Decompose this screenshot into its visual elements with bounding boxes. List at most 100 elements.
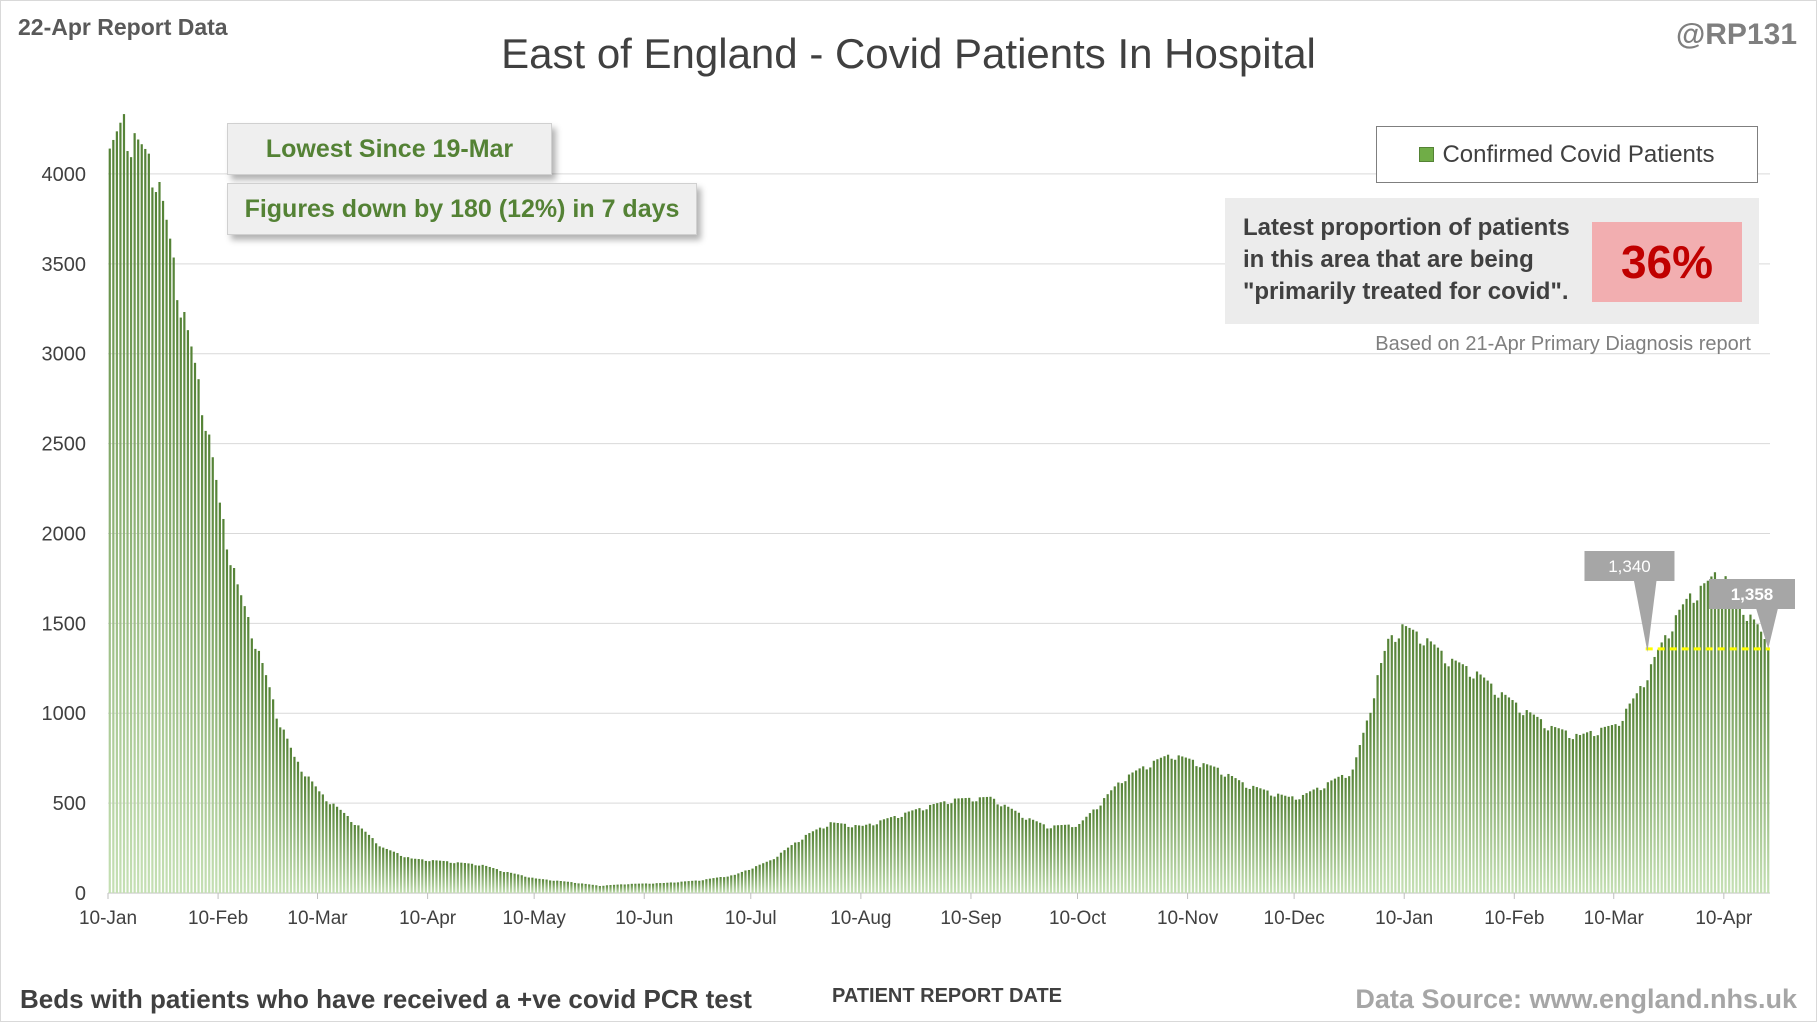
bar bbox=[580, 883, 584, 893]
bar bbox=[531, 877, 534, 893]
bar bbox=[1245, 787, 1248, 893]
bar bbox=[1127, 774, 1131, 893]
bar bbox=[598, 886, 601, 893]
x-tick-label: 10-Feb bbox=[188, 908, 248, 929]
bar bbox=[566, 881, 569, 893]
bar bbox=[861, 825, 864, 893]
bar bbox=[1657, 649, 1660, 893]
bar bbox=[1372, 698, 1376, 893]
bar bbox=[804, 834, 807, 893]
bar bbox=[730, 875, 733, 893]
bar bbox=[1301, 794, 1305, 893]
bar bbox=[424, 860, 427, 893]
bar bbox=[339, 809, 342, 893]
value-callout: 1,358 bbox=[1709, 579, 1795, 649]
bar bbox=[794, 842, 797, 893]
lowest-since-callout: Lowest Since 19-Mar bbox=[227, 123, 552, 175]
x-tick-label: 10-Nov bbox=[1157, 908, 1219, 929]
bar bbox=[1639, 686, 1642, 893]
bar bbox=[1337, 776, 1340, 893]
bar bbox=[1394, 641, 1397, 893]
bar bbox=[662, 883, 665, 893]
bar bbox=[1525, 710, 1528, 893]
bar bbox=[953, 798, 957, 893]
bar bbox=[634, 883, 637, 893]
bar bbox=[751, 868, 754, 893]
y-tick-label: 1500 bbox=[42, 613, 87, 635]
bar bbox=[1742, 614, 1745, 893]
bar bbox=[854, 825, 857, 893]
bar bbox=[382, 847, 385, 893]
bar bbox=[328, 804, 332, 893]
bar bbox=[1103, 798, 1106, 893]
bar bbox=[1454, 660, 1457, 893]
bar bbox=[229, 565, 232, 893]
bar bbox=[215, 479, 218, 893]
bar bbox=[1536, 716, 1539, 893]
bar bbox=[446, 861, 449, 893]
bar bbox=[911, 810, 914, 893]
value-callout-box bbox=[1584, 551, 1675, 581]
bar bbox=[1198, 767, 1202, 893]
bar bbox=[247, 617, 250, 893]
bar bbox=[939, 802, 942, 893]
bar bbox=[193, 362, 197, 894]
bar bbox=[978, 797, 981, 893]
chart-legend: Confirmed Covid Patients bbox=[1376, 126, 1758, 183]
bar bbox=[886, 818, 889, 893]
bar bbox=[303, 776, 307, 893]
chart-title: East of England - Covid Patients In Hosp… bbox=[501, 30, 1316, 77]
bar bbox=[808, 833, 811, 893]
bar bbox=[1177, 755, 1180, 893]
bar bbox=[488, 866, 491, 893]
bar bbox=[1259, 788, 1262, 893]
bar bbox=[826, 826, 829, 893]
bar bbox=[506, 872, 509, 893]
bar bbox=[541, 879, 545, 893]
bar bbox=[1099, 805, 1102, 893]
bar bbox=[982, 797, 985, 893]
bar bbox=[605, 885, 609, 893]
bar bbox=[1688, 593, 1692, 893]
bar bbox=[1106, 794, 1109, 893]
bar bbox=[1586, 732, 1589, 893]
bar bbox=[946, 804, 949, 893]
bar bbox=[1213, 766, 1216, 893]
bar bbox=[755, 866, 758, 893]
bar bbox=[208, 434, 211, 893]
bar bbox=[513, 873, 516, 893]
bar bbox=[1266, 790, 1269, 893]
bar bbox=[1543, 728, 1546, 893]
bar bbox=[627, 884, 630, 893]
bar bbox=[1603, 726, 1606, 893]
bar bbox=[669, 882, 672, 893]
bar bbox=[1113, 786, 1116, 893]
author-handle: @RP131 bbox=[1676, 18, 1797, 51]
bar bbox=[708, 878, 712, 893]
bar bbox=[403, 857, 406, 893]
bar bbox=[1738, 597, 1741, 893]
bar bbox=[1134, 770, 1138, 893]
bar bbox=[630, 883, 633, 893]
bar bbox=[779, 852, 783, 893]
bar bbox=[1625, 708, 1628, 893]
bar bbox=[392, 851, 395, 893]
bar bbox=[659, 883, 662, 893]
bar bbox=[1649, 664, 1653, 893]
bar bbox=[250, 638, 253, 893]
bar bbox=[762, 863, 765, 893]
bar bbox=[1056, 825, 1060, 893]
bar bbox=[1717, 580, 1720, 893]
primary-treatment-highlight: 36% bbox=[1592, 222, 1742, 302]
bar bbox=[840, 823, 843, 893]
bar bbox=[1557, 728, 1560, 893]
bar bbox=[577, 883, 580, 893]
bar bbox=[1170, 758, 1173, 893]
weekly-change-callout: Figures down by 180 (12%) in 7 days bbox=[227, 183, 697, 235]
bar bbox=[172, 257, 175, 893]
bar bbox=[1451, 658, 1454, 893]
bar bbox=[637, 883, 641, 893]
bar bbox=[296, 761, 300, 893]
bar bbox=[1561, 729, 1564, 893]
bar bbox=[623, 884, 626, 893]
